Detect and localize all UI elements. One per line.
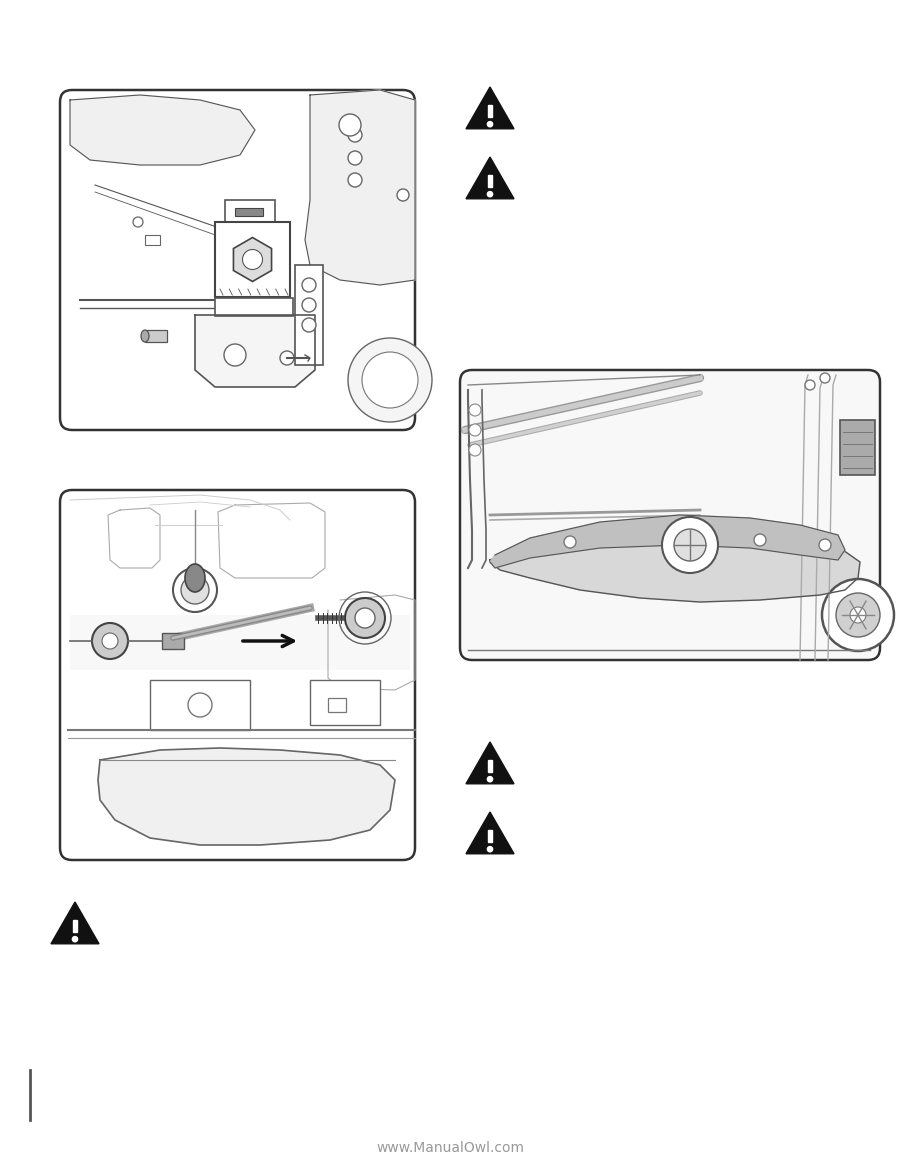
Circle shape xyxy=(754,534,766,546)
Circle shape xyxy=(280,351,294,365)
Polygon shape xyxy=(98,748,395,845)
Circle shape xyxy=(224,344,246,366)
Circle shape xyxy=(488,121,492,127)
Circle shape xyxy=(850,607,866,623)
Circle shape xyxy=(836,593,880,637)
Polygon shape xyxy=(51,902,99,944)
Circle shape xyxy=(469,404,481,416)
Circle shape xyxy=(469,424,481,436)
Circle shape xyxy=(92,623,128,659)
Bar xyxy=(488,175,492,188)
Circle shape xyxy=(181,576,209,603)
Circle shape xyxy=(662,517,718,573)
Circle shape xyxy=(302,278,316,292)
Bar xyxy=(488,105,492,118)
Circle shape xyxy=(345,598,385,638)
Circle shape xyxy=(188,693,212,716)
FancyBboxPatch shape xyxy=(70,615,410,670)
Circle shape xyxy=(362,352,418,408)
Circle shape xyxy=(348,151,362,165)
Polygon shape xyxy=(233,238,272,282)
Circle shape xyxy=(822,579,894,651)
Circle shape xyxy=(102,633,118,649)
Bar xyxy=(840,421,875,475)
Circle shape xyxy=(355,608,375,628)
Bar xyxy=(328,698,346,712)
Polygon shape xyxy=(490,528,860,602)
Bar xyxy=(488,829,492,842)
Circle shape xyxy=(348,172,362,188)
Circle shape xyxy=(173,569,217,612)
Circle shape xyxy=(564,536,576,548)
Ellipse shape xyxy=(185,564,205,592)
Bar xyxy=(295,264,323,365)
Polygon shape xyxy=(305,90,415,285)
Text: www.ManualOwl.com: www.ManualOwl.com xyxy=(376,1141,524,1155)
Bar xyxy=(162,633,184,649)
Circle shape xyxy=(348,338,432,422)
Circle shape xyxy=(469,444,481,456)
Circle shape xyxy=(674,529,706,562)
FancyBboxPatch shape xyxy=(60,490,415,860)
Bar xyxy=(225,200,275,223)
Circle shape xyxy=(339,114,361,136)
Polygon shape xyxy=(195,315,315,387)
Circle shape xyxy=(302,318,316,332)
Bar xyxy=(145,330,167,343)
Polygon shape xyxy=(466,812,514,854)
Bar xyxy=(235,209,263,216)
Bar xyxy=(215,223,290,297)
Circle shape xyxy=(133,217,143,227)
Polygon shape xyxy=(466,742,514,784)
Circle shape xyxy=(302,298,316,312)
Polygon shape xyxy=(70,96,255,165)
Circle shape xyxy=(242,249,263,269)
FancyBboxPatch shape xyxy=(460,370,880,661)
Bar xyxy=(73,919,77,932)
Polygon shape xyxy=(466,157,514,199)
Bar xyxy=(215,298,293,316)
Bar xyxy=(310,680,380,725)
Bar xyxy=(488,760,492,772)
Circle shape xyxy=(488,191,492,197)
Bar xyxy=(150,680,250,730)
Circle shape xyxy=(819,539,831,551)
Polygon shape xyxy=(466,87,514,129)
Polygon shape xyxy=(490,515,845,569)
Circle shape xyxy=(488,777,492,782)
Circle shape xyxy=(397,189,409,202)
Circle shape xyxy=(348,128,362,142)
Circle shape xyxy=(820,373,830,383)
Ellipse shape xyxy=(141,330,149,343)
FancyBboxPatch shape xyxy=(462,372,878,658)
Circle shape xyxy=(805,380,815,390)
FancyBboxPatch shape xyxy=(60,90,415,430)
Bar xyxy=(145,235,160,245)
Circle shape xyxy=(72,937,77,941)
Circle shape xyxy=(488,847,492,852)
